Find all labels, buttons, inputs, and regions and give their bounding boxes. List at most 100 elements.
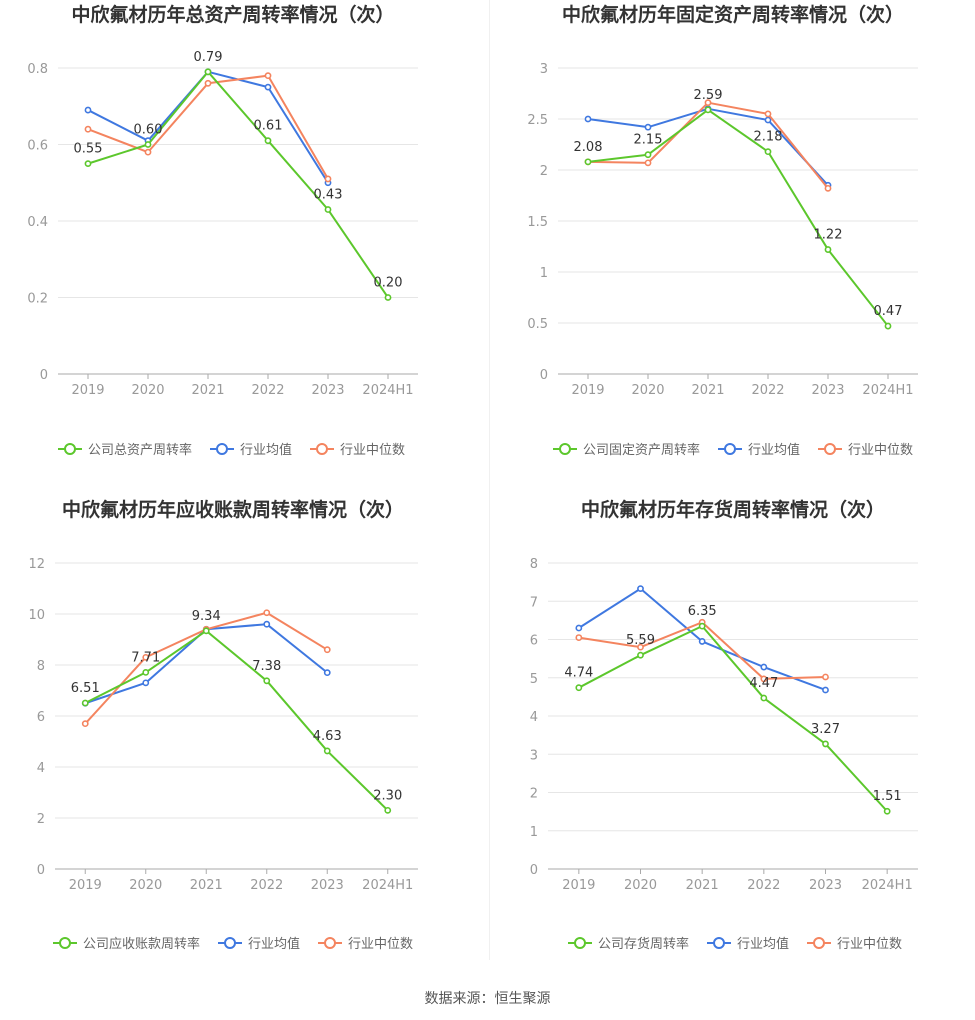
data-point [764, 110, 772, 118]
legend-label: 公司应收账款周转率 [83, 936, 200, 952]
data-label: 1.22 [814, 228, 843, 243]
data-point [883, 807, 891, 815]
x-tick-label: 2024H1 [362, 878, 413, 893]
legend-marker [64, 443, 76, 455]
y-tick-label: 0.8 [27, 62, 48, 77]
y-tick-label: 0.4 [27, 215, 48, 230]
data-label: 4.47 [749, 676, 778, 691]
y-tick-label: 0.6 [27, 139, 48, 154]
data-point [324, 206, 332, 213]
x-tick-label: 2022 [250, 878, 283, 893]
y-tick-label: 7 [530, 595, 538, 610]
x-tick-label: 2021 [691, 383, 724, 398]
data-point [575, 634, 583, 641]
y-tick-label: 2.5 [527, 113, 548, 128]
x-tick-label: 2020 [131, 383, 164, 398]
legend-item: 公司存货周转率 [568, 936, 689, 952]
legend-marker [713, 937, 725, 949]
chart-title: 中欣氟材历年应收账款周转率情况（次） [62, 498, 404, 521]
data-point [264, 72, 272, 80]
legend-item: 公司应收账款周转率 [53, 936, 200, 952]
legend-item: 行业中位数 [807, 937, 902, 952]
y-tick-label: 0 [37, 863, 45, 878]
data-label: 0.47 [874, 304, 903, 319]
legend-item: 行业均值 [210, 442, 292, 458]
legend-label: 行业均值 [748, 442, 800, 458]
data-label: 0.43 [314, 188, 343, 203]
y-tick-label: 4 [530, 710, 538, 725]
data-label: 7.38 [252, 659, 281, 674]
y-tick-label: 3 [540, 62, 548, 77]
legend-label: 行业中位数 [348, 937, 413, 952]
legend-label: 公司固定资产周转率 [583, 442, 700, 458]
x-tick-label: 2024H1 [362, 383, 413, 398]
y-tick-label: 1 [530, 825, 538, 840]
data-point [698, 638, 706, 645]
x-tick-label: 2021 [686, 878, 719, 893]
data-point [822, 740, 829, 748]
data-point [760, 675, 768, 683]
y-tick-label: 8 [530, 557, 538, 572]
data-point [323, 747, 331, 755]
y-tick-label: 1 [540, 266, 548, 281]
data-point [824, 184, 832, 192]
legend-label: 公司总资产周转率 [88, 442, 192, 458]
data-point [144, 141, 152, 148]
data-point [144, 148, 152, 156]
legend-marker [224, 937, 236, 949]
data-label: 9.34 [192, 609, 221, 624]
data-label: 2.15 [634, 133, 663, 148]
legend-item: 公司固定资产周转率 [553, 442, 700, 458]
data-label: 7.71 [131, 650, 160, 665]
y-tick-label: 0 [40, 368, 48, 383]
x-tick-label: 2024H1 [862, 878, 913, 893]
data-label: 4.63 [313, 729, 342, 744]
legend-label: 行业中位数 [837, 937, 902, 952]
data-label: 2.59 [694, 88, 723, 103]
data-point [644, 123, 652, 131]
data-label: 2.08 [574, 140, 603, 155]
data-point [637, 651, 644, 659]
legend-item: 行业中位数 [318, 937, 413, 952]
x-tick-label: 2023 [809, 878, 842, 893]
x-tick-label: 2020 [631, 383, 664, 398]
legend-marker [559, 443, 571, 455]
y-tick-label: 1.5 [527, 215, 548, 230]
chart-fixed-asset-turnover: 中欣氟材历年固定资产周转率情况（次） 0 0.5 1 1.5 2 2.5 3 2019 2020 2… [527, 3, 918, 458]
legend-label: 行业中位数 [848, 443, 913, 458]
y-tick-label: 2 [37, 812, 45, 827]
chart-receivable-turnover: 中欣氟材历年应收账款周转率情况（次） 0 2 4 6 8 10 12 2019 2020 2021 2… [28, 498, 418, 952]
data-label: 5.59 [626, 633, 655, 648]
data-label: 0.60 [134, 123, 163, 138]
data-point [81, 720, 89, 728]
chart-inventory-turnover: 中欣氟材历年存货周转率情况（次） 0 1 2 3 4 5 6 7 8 2019 2020 2021 202… [530, 498, 918, 952]
data-point [84, 160, 92, 168]
data-point [884, 322, 892, 330]
series-line-1 [587, 107, 829, 186]
x-tick-label: 2022 [747, 878, 780, 893]
x-tick-label: 2024H1 [862, 383, 913, 398]
series-line-1 [87, 70, 329, 184]
data-point [81, 699, 89, 707]
y-tick-label: 3 [530, 748, 538, 763]
y-tick-label: 4 [37, 761, 45, 776]
chart-title: 中欣氟材历年总资产周转率情况（次） [71, 3, 394, 26]
data-point [584, 115, 592, 123]
data-point [204, 79, 212, 87]
series-line-0 [578, 625, 888, 812]
chart-title: 中欣氟材历年固定资产周转率情况（次） [562, 3, 904, 26]
series-line-2 [87, 74, 329, 180]
data-point [764, 116, 772, 124]
data-label: 2.18 [754, 130, 783, 145]
data-point [824, 246, 832, 253]
data-label: 3.27 [811, 722, 840, 737]
y-tick-label: 0 [530, 863, 538, 878]
x-tick-label: 2019 [71, 383, 104, 398]
data-label: 0.79 [194, 50, 223, 65]
data-label: 2.30 [373, 788, 402, 803]
data-point [142, 679, 150, 687]
series-line-1 [84, 623, 328, 705]
data-point [142, 668, 150, 676]
data-source-note: 数据来源：恒生聚源 [424, 991, 551, 1007]
